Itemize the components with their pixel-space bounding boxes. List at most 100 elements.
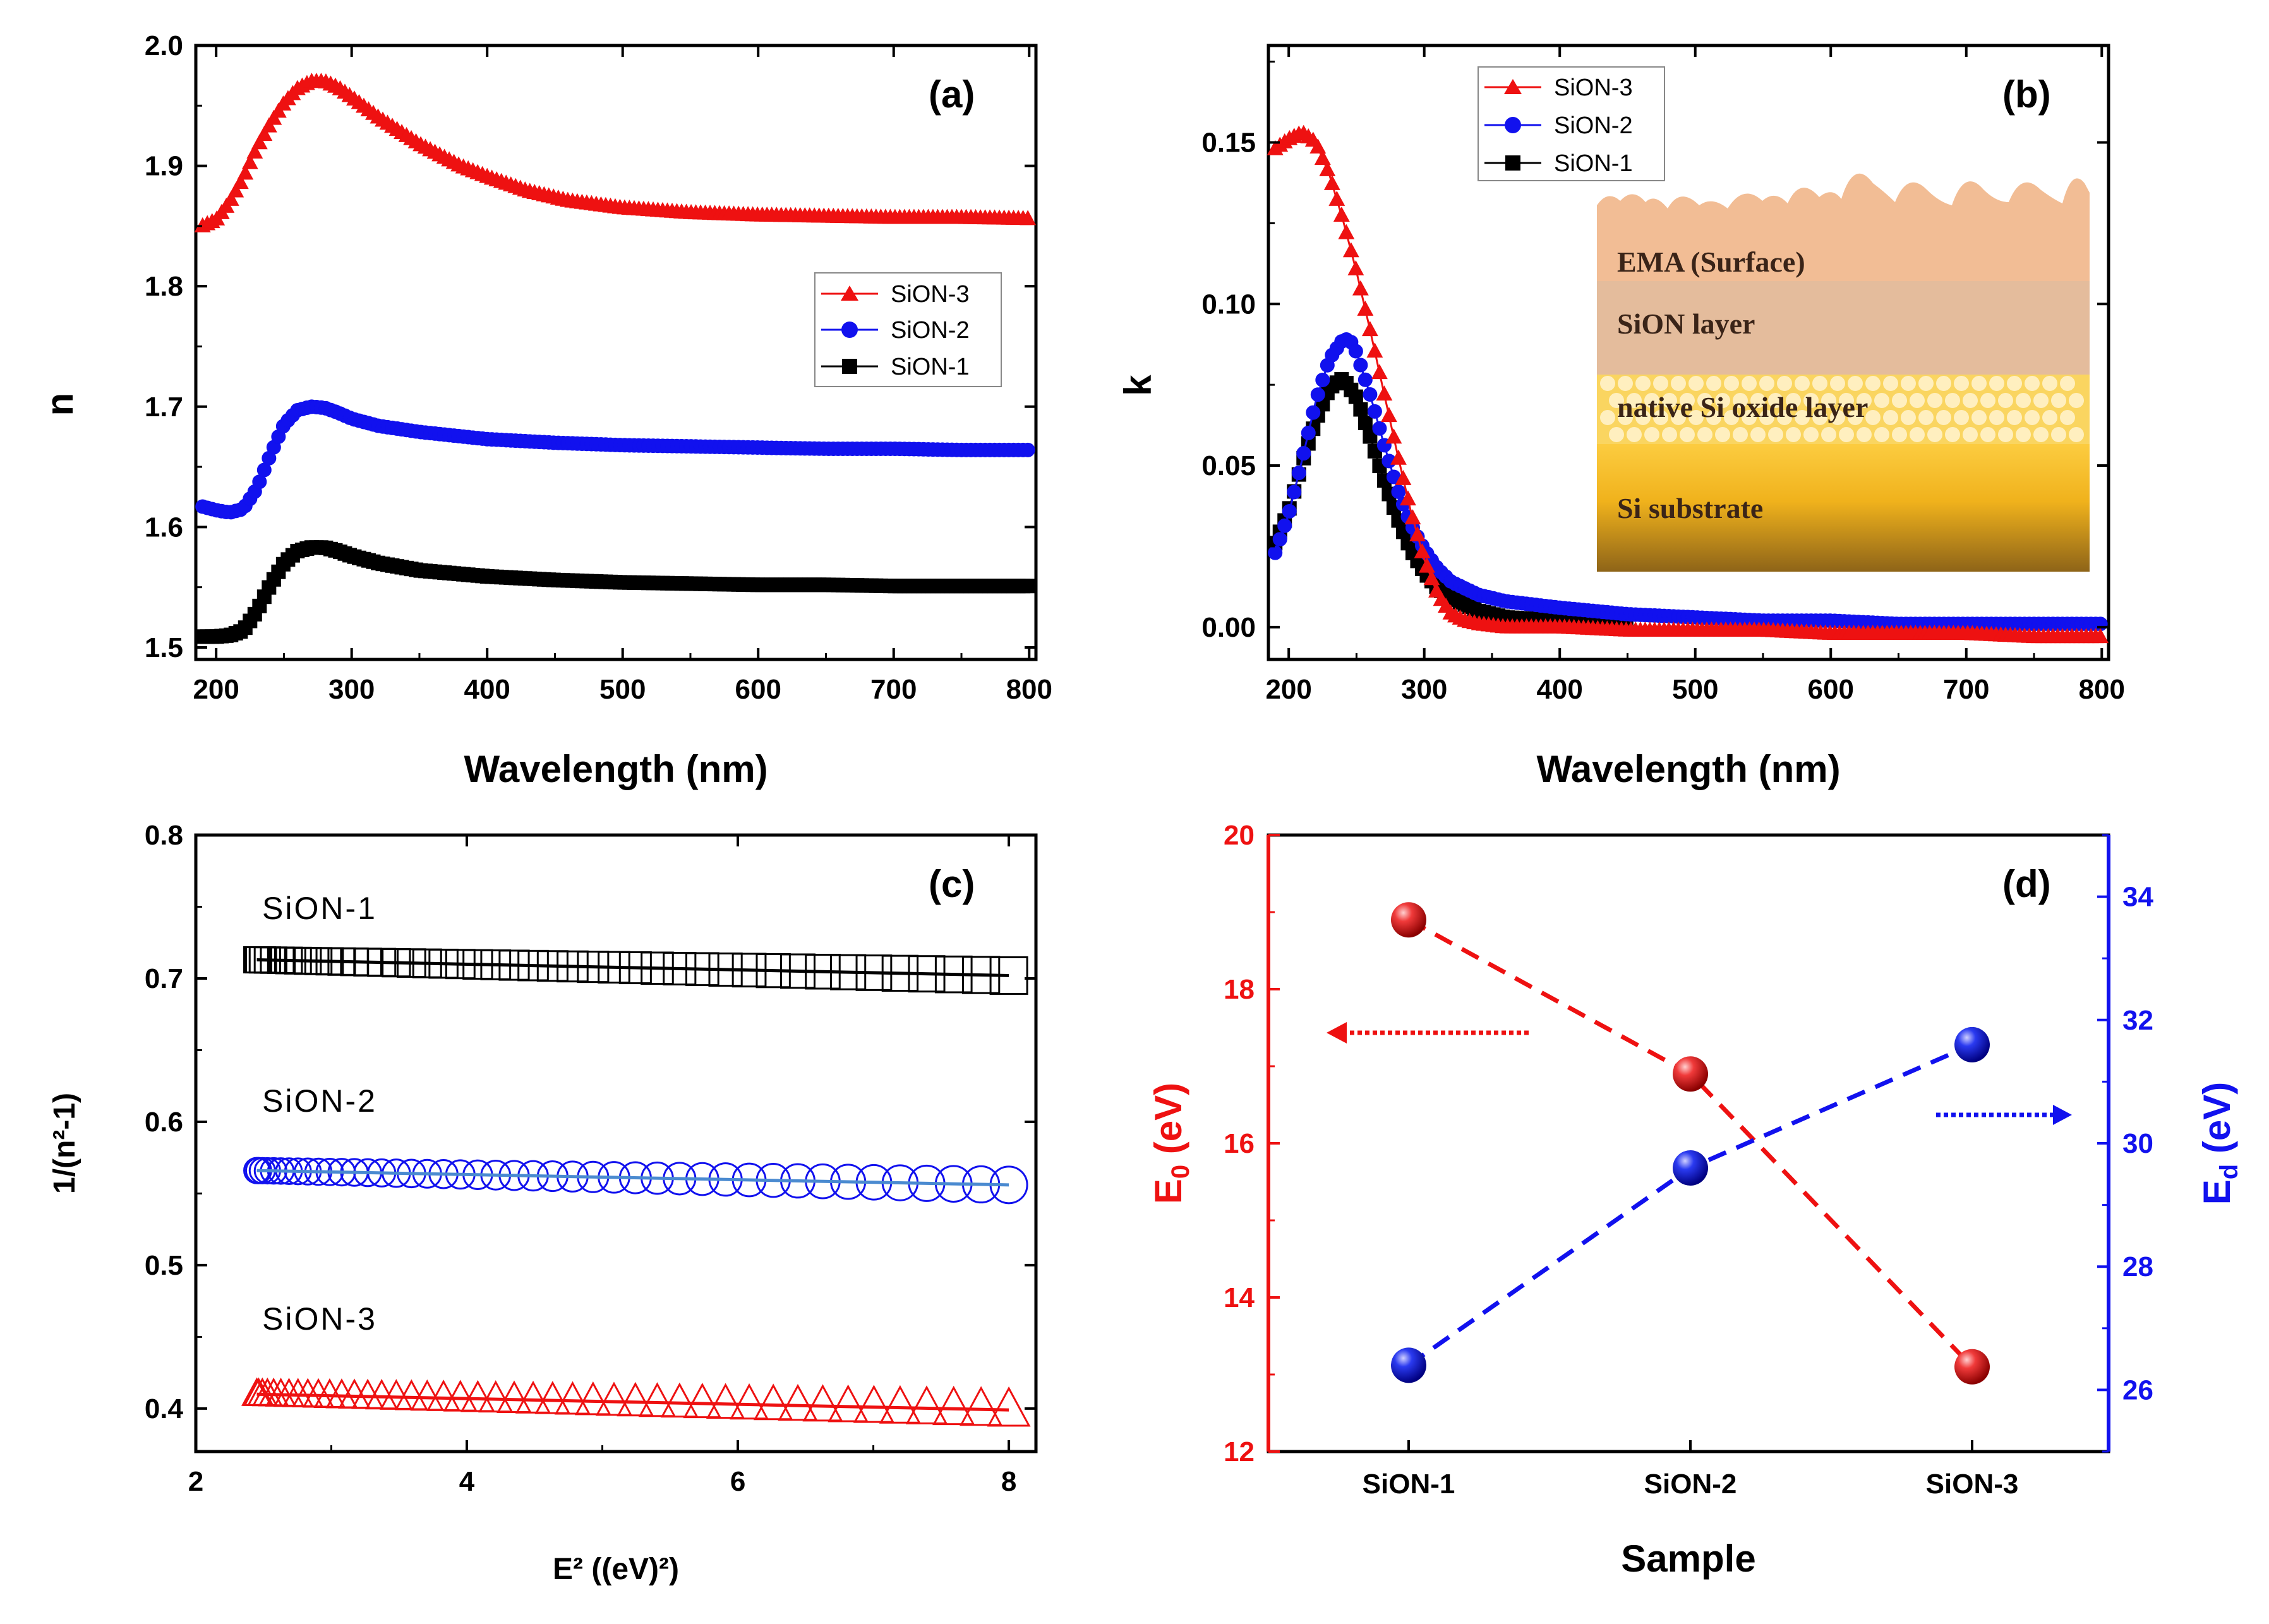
oxide-particle	[1812, 410, 1827, 425]
data-point	[1404, 509, 1421, 525]
data-point	[410, 1379, 445, 1411]
data-point	[683, 1383, 722, 1419]
oxide-particle	[1715, 393, 1730, 408]
x-tick-label: 8	[1001, 1466, 1016, 1497]
data-point	[1376, 385, 1393, 401]
panel-b-ylabel: k	[1117, 375, 1159, 396]
data-point	[730, 1383, 769, 1420]
data-point	[1380, 407, 1397, 423]
oxide-particle	[1830, 410, 1845, 425]
oxide-particle	[1671, 376, 1686, 391]
data-point	[222, 190, 239, 206]
y-tick-label: 1.7	[145, 392, 183, 423]
oxide-particle	[2069, 393, 2084, 408]
fit-line	[256, 958, 1009, 977]
oxide-particle	[1609, 427, 1624, 442]
oxide-particle	[1989, 376, 2004, 391]
oxide-particle	[1857, 427, 1872, 442]
data-point	[1287, 484, 1302, 500]
series-sion-3	[1267, 124, 2109, 644]
data-point	[1357, 372, 1373, 387]
oxide-particle	[1936, 376, 1951, 391]
data-point	[1282, 503, 1297, 519]
oxide-particle	[1733, 393, 1748, 408]
x-tick-label: 2	[188, 1466, 203, 1497]
oxide-particle	[1644, 427, 1659, 442]
data-point	[1363, 387, 1378, 402]
oxide-particle	[2007, 376, 2022, 391]
oxide-particle	[1662, 427, 1677, 442]
oxide-particle	[1680, 427, 1695, 442]
data-point	[1323, 174, 1340, 190]
inset-label-native-oxide: native Si oxide layer	[1617, 391, 1868, 423]
oxide-particle	[1635, 376, 1651, 391]
series-sion-3	[241, 1377, 1031, 1427]
x-tick-label: 4	[459, 1466, 475, 1497]
series-sion-1	[1268, 371, 1634, 632]
data-point	[1423, 570, 1440, 586]
data-point	[1391, 902, 1426, 938]
data-point	[1357, 416, 1373, 431]
data-point	[706, 1383, 745, 1419]
oxide-particle	[2051, 393, 2066, 408]
series-e0	[1391, 902, 1990, 1385]
data-point	[1372, 421, 1387, 436]
panel-d-label: (d)	[2002, 863, 2051, 905]
inset-label-ema: EMA (Surface)	[1617, 246, 1805, 278]
oxide-particle	[1777, 376, 1792, 391]
oxide-particle	[1883, 376, 1898, 391]
oxide-particle	[1980, 393, 1995, 408]
panel-a-ticks: 200 300 400 500 600 700 800 1.5 1.6 1.7 1.8 1.9 2.0	[145, 30, 1052, 705]
panel-b-ticks: 200 300 400 500 600 700 800 0.00 0.05 0.10 0.15	[1201, 45, 2125, 705]
oxide-particle	[1821, 393, 1836, 408]
panel-a-ylabel: n	[39, 393, 81, 416]
x-tick-label: 800	[1006, 674, 1052, 705]
oxide-particle	[1954, 410, 1969, 425]
panel-c-ylabel: 1/(n²-1)	[48, 1093, 81, 1194]
x-tick-label: 800	[2079, 674, 2125, 705]
data-point	[1301, 425, 1316, 440]
panel-b-plot-frame	[1267, 44, 2110, 661]
x-tick-label: 300	[1401, 674, 1447, 705]
oxide-particle	[1795, 376, 1810, 391]
legend-entry-sion-1: SiON-1	[1554, 150, 1633, 177]
data-point	[1319, 160, 1336, 176]
data-point	[478, 1380, 514, 1413]
legend-entry-sion-1: SiON-1	[891, 354, 970, 380]
data-point	[534, 1381, 571, 1414]
oxide-particle	[1839, 427, 1854, 442]
oxide-particle	[1821, 427, 1836, 442]
x-tick-label: SiON-2	[1644, 1469, 1737, 1500]
oxide-particle	[1688, 376, 1704, 391]
panel-b-label: (b)	[2002, 73, 2051, 116]
series-ed	[1391, 1026, 1990, 1383]
data-point	[246, 143, 263, 159]
data-point	[1367, 404, 1382, 419]
y-tick-label: 1.8	[145, 271, 183, 302]
oxide-particle	[2042, 376, 2057, 391]
inset-sion-layer	[1597, 281, 2090, 375]
panel-a-series	[194, 73, 1037, 644]
y-tick-label: 1.6	[145, 512, 183, 543]
y-tick-label-left: 16	[1224, 1128, 1255, 1159]
x-tick-label: 500	[1672, 674, 1718, 705]
data-point	[987, 1386, 1031, 1427]
oxide-particle	[1627, 393, 1642, 408]
oxide-particle	[1998, 427, 2013, 442]
oxide-particle	[1680, 393, 1695, 408]
oxide-particle	[1874, 427, 1889, 442]
data-point	[802, 1384, 843, 1422]
oxide-particle	[1963, 427, 1978, 442]
oxide-particle	[1945, 393, 1960, 408]
series-sion-2	[1268, 332, 2108, 632]
data-point	[365, 1378, 399, 1410]
x-tick-label: 700	[1943, 674, 1989, 705]
series-sion-1	[195, 540, 1035, 644]
oxide-particle	[1627, 427, 1642, 442]
oxide-particle	[1830, 376, 1845, 391]
x-tick-label: 6	[730, 1466, 745, 1497]
oxide-particle	[1936, 410, 1951, 425]
oxide-particle	[2033, 427, 2049, 442]
y-tick-label: 1.9	[145, 151, 183, 182]
